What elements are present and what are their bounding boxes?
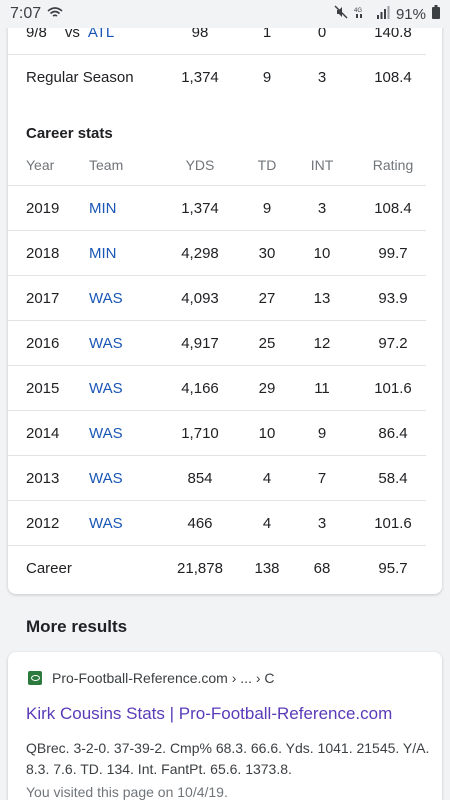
header-year: Year xyxy=(26,156,55,173)
row-year: 2015 xyxy=(26,379,60,397)
row-yds: 4,166 xyxy=(181,379,219,397)
row-year: 2019 xyxy=(26,199,60,217)
table-row: 2018 MIN 4,298 30 10 99.7 xyxy=(8,231,426,276)
row-rating: 99.7 xyxy=(378,244,408,262)
row-rating: 108.4 xyxy=(374,199,412,217)
row-yds: 4,917 xyxy=(181,334,219,352)
row-td: 29 xyxy=(258,379,276,397)
result-visited-note: You visited this page on 10/4/19. xyxy=(26,784,228,800)
row-year: 2014 xyxy=(26,424,60,442)
row-year: 2012 xyxy=(26,514,60,532)
row-yds: 1,374 xyxy=(181,199,219,217)
site-favicon-icon xyxy=(28,671,42,685)
row-int: 12 xyxy=(313,334,331,352)
row-int: 10 xyxy=(313,244,331,262)
regular-season-td: 9 xyxy=(262,69,272,86)
career-stats-title: Career stats xyxy=(26,125,113,142)
header-rating: Rating xyxy=(372,156,414,173)
status-bar: 7:07 4G 91% xyxy=(0,0,450,28)
table-row: 2015 WAS 4,166 29 11 101.6 xyxy=(8,366,426,411)
row-year: 2017 xyxy=(26,289,60,307)
row-team-link[interactable]: WAS xyxy=(89,514,123,532)
row-team-link[interactable]: WAS xyxy=(89,289,123,307)
career-total-rating: 95.7 xyxy=(378,560,408,577)
regular-season-rating: 108.4 xyxy=(374,69,412,86)
game-td: 1 xyxy=(262,23,272,41)
row-int: 13 xyxy=(313,289,331,307)
wifi-icon xyxy=(47,6,63,23)
row-team-link[interactable]: MIN xyxy=(89,199,117,217)
regular-season-int: 3 xyxy=(317,69,327,86)
battery-icon xyxy=(432,5,440,23)
table-row: 2016 WAS 4,917 25 12 97.2 xyxy=(8,321,426,366)
table-row: 2012 WAS 466 4 3 101.6 xyxy=(8,501,426,546)
svg-text:4G: 4G xyxy=(354,8,362,14)
row-td: 10 xyxy=(258,424,276,442)
row-td: 4 xyxy=(262,514,272,532)
more-results-heading: More results xyxy=(26,617,128,636)
cell-signal-icon xyxy=(376,5,390,23)
row-rating: 97.2 xyxy=(378,334,408,352)
result-snippet: QBrec. 3-2-0. 37-39-2. Cmp% 68.3. 66.6. … xyxy=(26,740,430,777)
row-td: 4 xyxy=(262,469,272,487)
row-rating: 58.4 xyxy=(378,469,408,487)
career-header-row: Year Team YDS TD INT Rating xyxy=(8,144,426,186)
career-total-yds: 21,878 xyxy=(177,560,223,577)
header-yds: YDS xyxy=(185,156,215,173)
row-team-link[interactable]: MIN xyxy=(89,244,117,262)
row-yds: 854 xyxy=(187,469,213,487)
row-td: 9 xyxy=(262,199,272,217)
career-total-row: Career 21,878 138 68 95.7 xyxy=(8,546,426,591)
career-total-int: 68 xyxy=(313,560,331,577)
row-team-link[interactable]: WAS xyxy=(89,334,123,352)
battery-percent: 91% xyxy=(395,5,426,23)
result-source-breadcrumb: Pro-Football-Reference.com › ... › C xyxy=(52,670,275,686)
header-td: TD xyxy=(257,156,277,173)
row-rating: 101.6 xyxy=(374,514,412,532)
row-yds: 1,710 xyxy=(181,424,219,442)
row-td: 27 xyxy=(258,289,276,307)
header-int: INT xyxy=(310,156,334,173)
table-row: 2013 WAS 854 4 7 58.4 xyxy=(8,456,426,501)
row-year: 2018 xyxy=(26,244,60,262)
game-int: 0 xyxy=(317,23,327,41)
row-team-link[interactable]: WAS xyxy=(89,424,123,442)
row-rating: 93.9 xyxy=(378,289,408,307)
regular-season-yds: 1,374 xyxy=(181,69,219,86)
result-source-line[interactable]: Pro-Football-Reference.com › ... › C xyxy=(28,670,275,686)
regular-season-row: Regular Season 1,374 9 3 108.4 xyxy=(8,55,426,100)
stats-card: 9/8 vs ATL 98 1 0 140.8 Regular Season 1… xyxy=(8,0,442,594)
status-time: 7:07 xyxy=(10,5,42,22)
row-td: 30 xyxy=(258,244,276,262)
row-int: 3 xyxy=(317,199,327,217)
lte-signal-icon: 4G xyxy=(354,5,370,23)
table-row: 2017 WAS 4,093 27 13 93.9 xyxy=(8,276,426,321)
table-row: 2019 MIN 1,374 9 3 108.4 xyxy=(8,186,426,231)
row-rating: 101.6 xyxy=(374,379,412,397)
row-yds: 4,093 xyxy=(181,289,219,307)
row-team-link[interactable]: WAS xyxy=(89,379,123,397)
row-yds: 466 xyxy=(187,514,213,532)
row-int: 3 xyxy=(317,514,327,532)
row-int: 11 xyxy=(314,379,330,397)
result-title-link[interactable]: Kirk Cousins Stats | Pro-Football-Refere… xyxy=(26,704,393,723)
row-team-link[interactable]: WAS xyxy=(89,469,123,487)
row-int: 9 xyxy=(317,424,327,442)
header-team: Team xyxy=(89,156,124,173)
row-year: 2013 xyxy=(26,469,60,487)
table-row: 2014 WAS 1,710 10 9 86.4 xyxy=(8,411,426,456)
regular-season-label: Regular Season xyxy=(26,69,134,86)
mute-icon xyxy=(334,5,348,23)
row-int: 7 xyxy=(317,469,327,487)
row-yds: 4,298 xyxy=(181,244,219,262)
row-rating: 86.4 xyxy=(378,424,408,442)
row-year: 2016 xyxy=(26,334,60,352)
career-total-label: Career xyxy=(26,560,72,577)
career-total-td: 138 xyxy=(254,560,280,577)
row-td: 25 xyxy=(258,334,276,352)
search-result-card[interactable]: Pro-Football-Reference.com › ... › C Kir… xyxy=(8,652,442,800)
